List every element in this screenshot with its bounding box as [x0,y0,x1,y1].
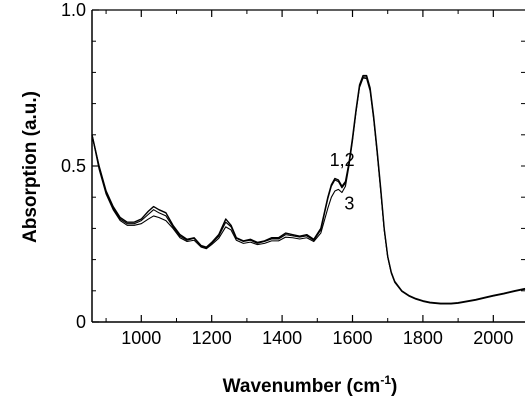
series-lines [91,74,526,305]
y-axis-ticks: 0 0.5 1.0 [61,0,525,332]
x-axis-title-main: Wavenumber (cm [223,376,381,397]
plot-frame [91,9,525,323]
spectrum-line-2 [91,76,526,305]
x-tick-label: 1800 [403,328,443,348]
x-axis-title-superscript: -1 [380,373,391,387]
y-tick-label: 0 [76,312,86,332]
x-axis-title: Wavenumber (cm-1) [223,373,398,397]
curve-label: 1,2 [330,150,355,170]
x-tick-label: 1200 [192,328,232,348]
x-tick-label: 2000 [473,328,513,348]
y-axis-title: Absorption (a.u.) [20,91,41,243]
y-tick-label: 1.0 [61,0,86,20]
spectrum-line-3 [91,77,526,305]
y-tick-label: 0.5 [61,156,86,176]
curve-label: 3 [344,194,354,214]
x-tick-label: 1600 [332,328,372,348]
x-axis-title-close: ) [391,376,397,397]
x-axis-ticks: 1000 1200 1400 1600 1800 2000 [105,10,513,348]
spectrum-line-1 [91,74,526,304]
annotations: 1,23 [330,150,355,214]
x-tick-label: 1000 [121,328,161,348]
x-tick-label: 1400 [262,328,302,348]
